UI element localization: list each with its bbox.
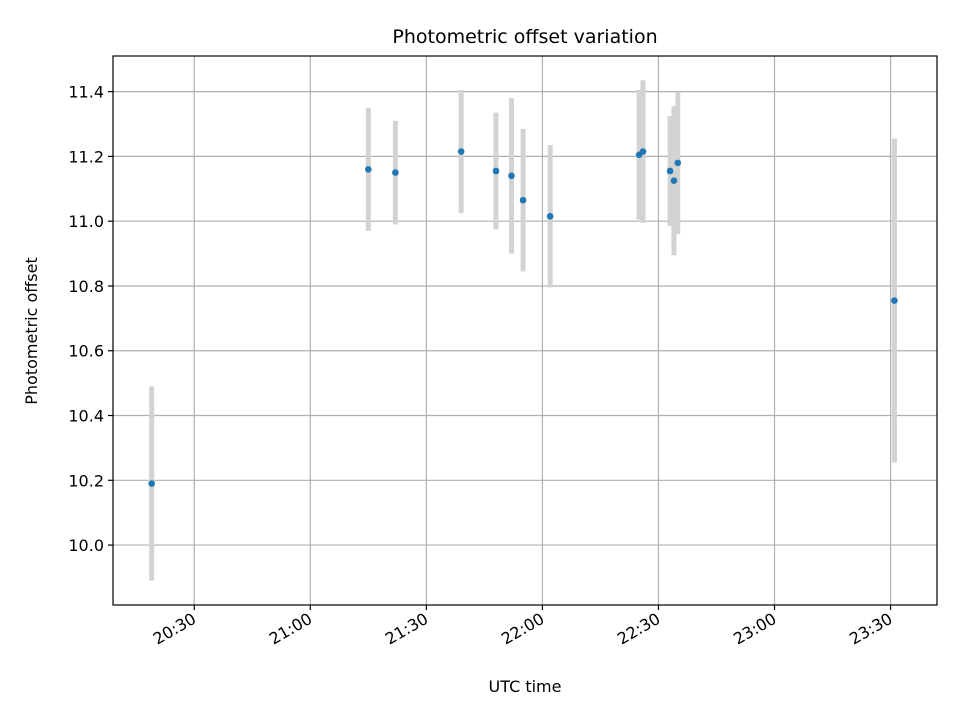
- data-point: [365, 166, 372, 173]
- data-points: [148, 148, 898, 487]
- data-point: [492, 167, 500, 175]
- y-tick-label: 10.6: [68, 342, 104, 361]
- y-tick-label: 11.2: [68, 147, 104, 166]
- data-point: [639, 148, 647, 155]
- data-point: [670, 177, 678, 184]
- data-point: [674, 159, 682, 167]
- data-point: [508, 172, 515, 180]
- x-axis-label: UTC time: [489, 677, 562, 696]
- y-axis-label: Photometric offset: [22, 257, 41, 405]
- y-tick-label: 11.0: [68, 212, 104, 231]
- data-point: [891, 297, 898, 304]
- data-point: [392, 169, 399, 176]
- plot-frame: [112, 55, 938, 606]
- data-point: [519, 196, 527, 204]
- y-tick-label: 10.4: [68, 407, 104, 426]
- data-point: [148, 480, 155, 487]
- data-point: [666, 167, 674, 175]
- y-tick-label: 11.4: [68, 83, 104, 102]
- y-tick-label: 10.8: [68, 277, 104, 296]
- data-point: [457, 148, 465, 155]
- y-tick-label: 10.2: [68, 471, 104, 490]
- y-tick-label: 10.0: [68, 536, 104, 555]
- chart-title: Photometric offset variation: [392, 26, 657, 48]
- data-point: [546, 213, 554, 220]
- y-axis: 10.0 10.2 10.4 10.6 10.8 11.0 11.2 11.4: [68, 83, 113, 555]
